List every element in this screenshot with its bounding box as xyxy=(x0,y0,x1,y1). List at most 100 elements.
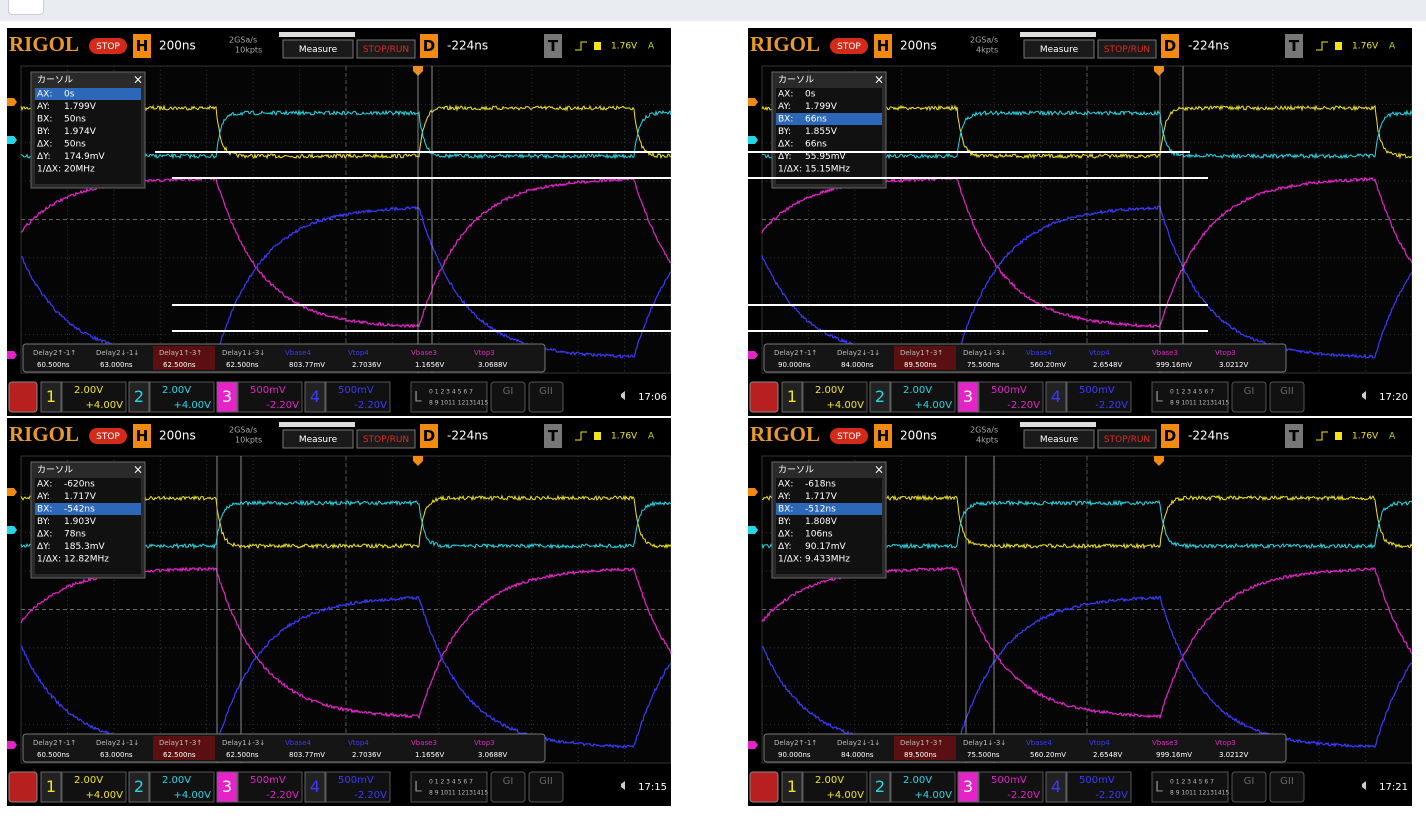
channel-number-box[interactable] xyxy=(1045,381,1067,413)
channel-settings[interactable] xyxy=(1066,381,1132,413)
channel-number-box[interactable] xyxy=(869,771,891,803)
channel-settings[interactable] xyxy=(978,381,1044,413)
d-label: D xyxy=(1164,37,1176,55)
channel-settings[interactable] xyxy=(61,771,127,803)
status: STOP xyxy=(837,432,861,442)
measure-name: Vtop4 xyxy=(1089,349,1110,357)
cursor-label: AX: xyxy=(37,480,52,490)
measure-value: 75.500ns xyxy=(967,751,1000,759)
measure-name: Delay1↑-3↑ xyxy=(900,739,943,747)
channel-number-box[interactable] xyxy=(40,771,62,803)
channel-number-box[interactable] xyxy=(781,771,803,803)
measure-name: Delay2↑-1↑ xyxy=(33,739,76,747)
trigger-level: 1.76V xyxy=(611,42,638,52)
cursor-label: ΔX: xyxy=(778,530,793,540)
cursor-label: ΔX: xyxy=(37,140,52,150)
channel-settings[interactable] xyxy=(325,771,391,803)
cursor-value: 1.717V xyxy=(64,492,97,502)
channel-number: 4 xyxy=(1051,777,1061,796)
toolbar-icon[interactable] xyxy=(8,0,44,15)
sample-rate: 2GSa/s xyxy=(970,426,998,435)
brand: RIGOL xyxy=(750,32,820,56)
scope-screen: RIGOL STOP H 200ns 2GSa/s 10kpts Measure STOP/R… xyxy=(7,28,672,416)
channel-number-box[interactable] xyxy=(216,381,238,413)
channel-settings[interactable] xyxy=(978,771,1044,803)
channel-settings[interactable] xyxy=(149,381,215,413)
channel-number-box[interactable] xyxy=(304,771,326,803)
channel-settings[interactable] xyxy=(1066,771,1132,803)
gi-button[interactable] xyxy=(490,381,526,413)
gi-label: GI xyxy=(503,386,514,397)
gi-button[interactable] xyxy=(1231,381,1267,413)
channel-settings[interactable] xyxy=(61,381,127,413)
cursor-label: BY: xyxy=(37,517,50,527)
channel-number-box[interactable] xyxy=(216,771,238,803)
channel-settings[interactable] xyxy=(890,771,956,803)
gi-button[interactable] xyxy=(528,771,564,803)
measure-button[interactable] xyxy=(1023,39,1095,59)
channel-scale: 2.00V xyxy=(162,385,191,396)
channel-offset: -2.20V xyxy=(1007,790,1040,801)
measure-value: 75.500ns xyxy=(967,361,1000,369)
gi-button[interactable] xyxy=(1269,771,1305,803)
channel-number-box[interactable] xyxy=(781,381,803,413)
channel-number-box[interactable] xyxy=(869,381,891,413)
measure-button[interactable] xyxy=(1023,429,1095,449)
t-label: T xyxy=(1289,37,1300,55)
channel-settings[interactable] xyxy=(237,381,303,413)
channel-number-box[interactable] xyxy=(128,381,150,413)
measure-name: Vtop3 xyxy=(474,349,495,357)
menu-button[interactable] xyxy=(749,771,779,803)
measure-value: 89.500ns xyxy=(904,361,937,369)
channel-number-box[interactable] xyxy=(304,381,326,413)
gi-button[interactable] xyxy=(528,381,564,413)
stop-run-button[interactable] xyxy=(1097,39,1157,59)
channel-number-box[interactable] xyxy=(1045,771,1067,803)
channel-settings[interactable] xyxy=(802,771,868,803)
measure-label: Measure xyxy=(1040,45,1079,55)
la-box[interactable] xyxy=(1151,771,1229,803)
channel-scale: 500mV xyxy=(338,775,374,786)
trigger-icon xyxy=(575,431,587,441)
channel-settings[interactable] xyxy=(325,381,391,413)
t-label: T xyxy=(548,37,559,55)
channel-number-box[interactable] xyxy=(957,771,979,803)
channel-number: 2 xyxy=(875,777,885,796)
channel-offset: +4.00V xyxy=(915,790,953,801)
delay: -224ns xyxy=(1188,429,1229,443)
h-label: H xyxy=(877,427,890,445)
trigger-source xyxy=(1335,432,1342,440)
menu-button[interactable] xyxy=(8,771,38,803)
measure-button[interactable] xyxy=(282,429,354,449)
gi-button[interactable] xyxy=(490,771,526,803)
la-box[interactable] xyxy=(1151,381,1229,413)
channel-settings[interactable] xyxy=(149,771,215,803)
measure-name: Delay2↓-1↓ xyxy=(837,349,880,357)
channel-offset: +4.00V xyxy=(86,400,124,411)
gi-label: GI xyxy=(1244,386,1255,397)
stop-run-button[interactable] xyxy=(356,39,416,59)
measure-highlight xyxy=(153,346,215,370)
stop-run-button[interactable] xyxy=(356,429,416,449)
ch-marker xyxy=(7,488,17,496)
gi-button[interactable] xyxy=(1231,771,1267,803)
channel-settings[interactable] xyxy=(890,381,956,413)
delay: -224ns xyxy=(1188,39,1229,53)
channel-number-box[interactable] xyxy=(128,771,150,803)
cursor-value: 185.3mV xyxy=(64,542,106,552)
measure-value: 89.500ns xyxy=(904,751,937,759)
channel-offset: +4.00V xyxy=(827,790,865,801)
measure-button[interactable] xyxy=(282,39,354,59)
channel-number-box[interactable] xyxy=(40,381,62,413)
menu-button[interactable] xyxy=(749,381,779,413)
channel-settings[interactable] xyxy=(237,771,303,803)
channel-settings[interactable] xyxy=(802,381,868,413)
measure-name: Vbase4 xyxy=(285,739,311,747)
gi-button[interactable] xyxy=(1269,381,1305,413)
stop-run-button[interactable] xyxy=(1097,429,1157,449)
menu-button[interactable] xyxy=(8,381,38,413)
la-box[interactable] xyxy=(410,771,488,803)
channel-number-box[interactable] xyxy=(957,381,979,413)
la-box[interactable] xyxy=(410,381,488,413)
la-bits: 8 9 1011 12131415 xyxy=(1170,400,1229,407)
